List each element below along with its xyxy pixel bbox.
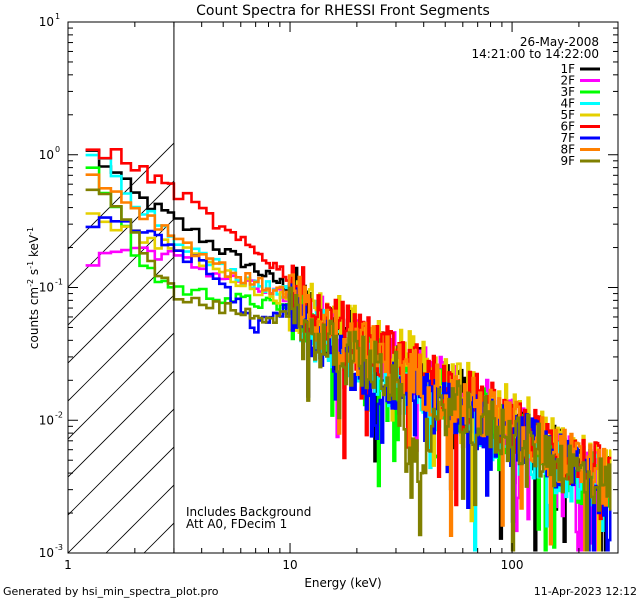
legend-label-9F: 9F bbox=[560, 154, 575, 168]
legend-label-6F: 6F bbox=[560, 120, 575, 134]
x-tick-label: 100 bbox=[501, 558, 524, 572]
hatch-line bbox=[68, 218, 174, 326]
series-7F-line bbox=[85, 216, 612, 552]
series-9F-line bbox=[85, 188, 612, 552]
series-5F-line bbox=[85, 212, 612, 552]
y-tick-exponent: 1 bbox=[55, 12, 60, 21]
x-tick-label: 1 bbox=[64, 558, 72, 572]
legend-label-8F: 8F bbox=[560, 143, 575, 157]
y-tick-label: 10 bbox=[39, 148, 54, 162]
y-tick-label: 10 bbox=[39, 281, 54, 295]
date-label: 26-May-2008 bbox=[520, 35, 599, 49]
y-tick-exponent: -1 bbox=[55, 278, 63, 287]
hatched-region bbox=[68, 142, 174, 553]
x-axis-label: Energy (keV) bbox=[304, 576, 381, 590]
footer-generated-by: Generated by hsi_min_spectra_plot.pro bbox=[3, 585, 219, 598]
legend-label-3F: 3F bbox=[560, 85, 575, 99]
y-tick-exponent: 0 bbox=[55, 145, 60, 154]
y-axis-label: counts cm-2 s-1 keV-1 bbox=[26, 227, 41, 349]
y-tick-exponent: -3 bbox=[55, 543, 63, 552]
hatch-line bbox=[68, 256, 174, 364]
x-tick-label: 10 bbox=[282, 558, 297, 572]
y-tick-label: 10 bbox=[39, 546, 54, 560]
y-tick-label: 10 bbox=[39, 15, 54, 29]
legend-label-5F: 5F bbox=[560, 108, 575, 122]
chart-title: Count Spectra for RHESSI Front Segments bbox=[196, 3, 490, 19]
y-tick-exponent: -2 bbox=[55, 410, 63, 419]
footer-timestamp: 11-Apr-2023 12:12 bbox=[534, 585, 637, 598]
annotation-attenuator: Att A0, FDecim 1 bbox=[186, 517, 287, 531]
series-2F-line bbox=[85, 246, 612, 552]
hatch-line bbox=[68, 408, 174, 516]
time-range-label: 14:21:00 to 14:22:00 bbox=[472, 47, 599, 61]
y-tick-label: 10 bbox=[39, 413, 54, 427]
legend-label-4F: 4F bbox=[560, 97, 575, 111]
legend-label-1F: 1F bbox=[560, 62, 575, 76]
x-tick-labels: 1 10 100 bbox=[64, 558, 523, 572]
annotation-background: Includes Background bbox=[186, 505, 311, 519]
hatch-line bbox=[68, 370, 174, 478]
hatch-line bbox=[68, 446, 174, 553]
axis-ticks bbox=[67, 21, 619, 554]
legend-label-7F: 7F bbox=[560, 131, 575, 145]
legend-label-2F: 2F bbox=[560, 74, 575, 88]
series-8F-line bbox=[85, 173, 612, 552]
